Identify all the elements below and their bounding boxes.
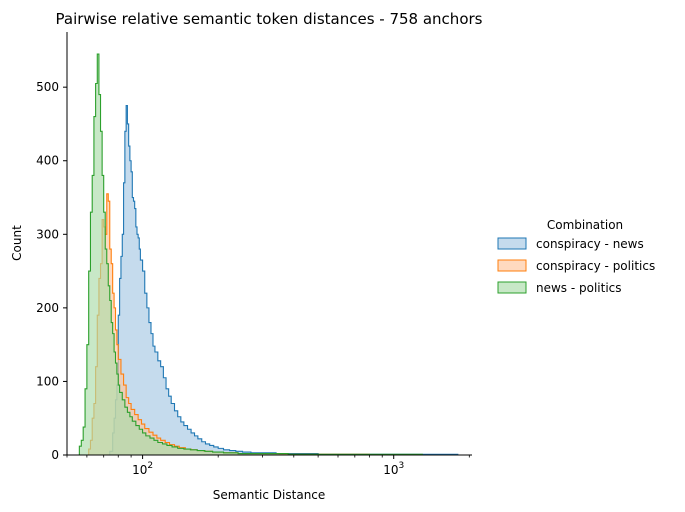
x-tick-label: 102 bbox=[132, 461, 153, 477]
legend: Combination conspiracy - news conspiracy … bbox=[497, 218, 655, 295]
legend-title: Combination bbox=[547, 218, 623, 232]
y-tick-label: 200 bbox=[36, 301, 59, 315]
y-axis-label: Count bbox=[10, 225, 24, 261]
histogram-fill-conspiracy-news bbox=[106, 105, 458, 455]
x-ticks: 102 103 bbox=[66, 455, 470, 477]
chart-title: Pairwise relative semantic token distanc… bbox=[56, 10, 483, 28]
y-tick-label: 400 bbox=[36, 154, 59, 168]
y-tick-label: 0 bbox=[51, 448, 59, 462]
histogram-outline-conspiracy-news bbox=[106, 105, 459, 456]
y-tick-label: 500 bbox=[36, 80, 59, 94]
plot-area bbox=[77, 53, 459, 456]
y-ticks: 0 100 200 300 400 500 bbox=[36, 80, 67, 462]
histogram-outline-news-politics bbox=[77, 53, 423, 456]
x-axis-label: Semantic Distance bbox=[213, 488, 326, 502]
legend-swatch-news-politics bbox=[497, 281, 527, 294]
histogram-fill-news-politics bbox=[77, 54, 423, 455]
y-tick-label: 300 bbox=[36, 227, 59, 241]
legend-swatch-conspiracy-news bbox=[497, 237, 527, 250]
legend-label-conspiracy-news: conspiracy - news bbox=[536, 237, 644, 251]
x-tick-label: 103 bbox=[383, 461, 404, 477]
legend-label-conspiracy-politics: conspiracy - politics bbox=[536, 259, 655, 273]
y-tick-label: 100 bbox=[36, 374, 59, 388]
legend-swatch-conspiracy-politics bbox=[497, 259, 527, 272]
legend-label-news-politics: news - politics bbox=[536, 281, 622, 295]
